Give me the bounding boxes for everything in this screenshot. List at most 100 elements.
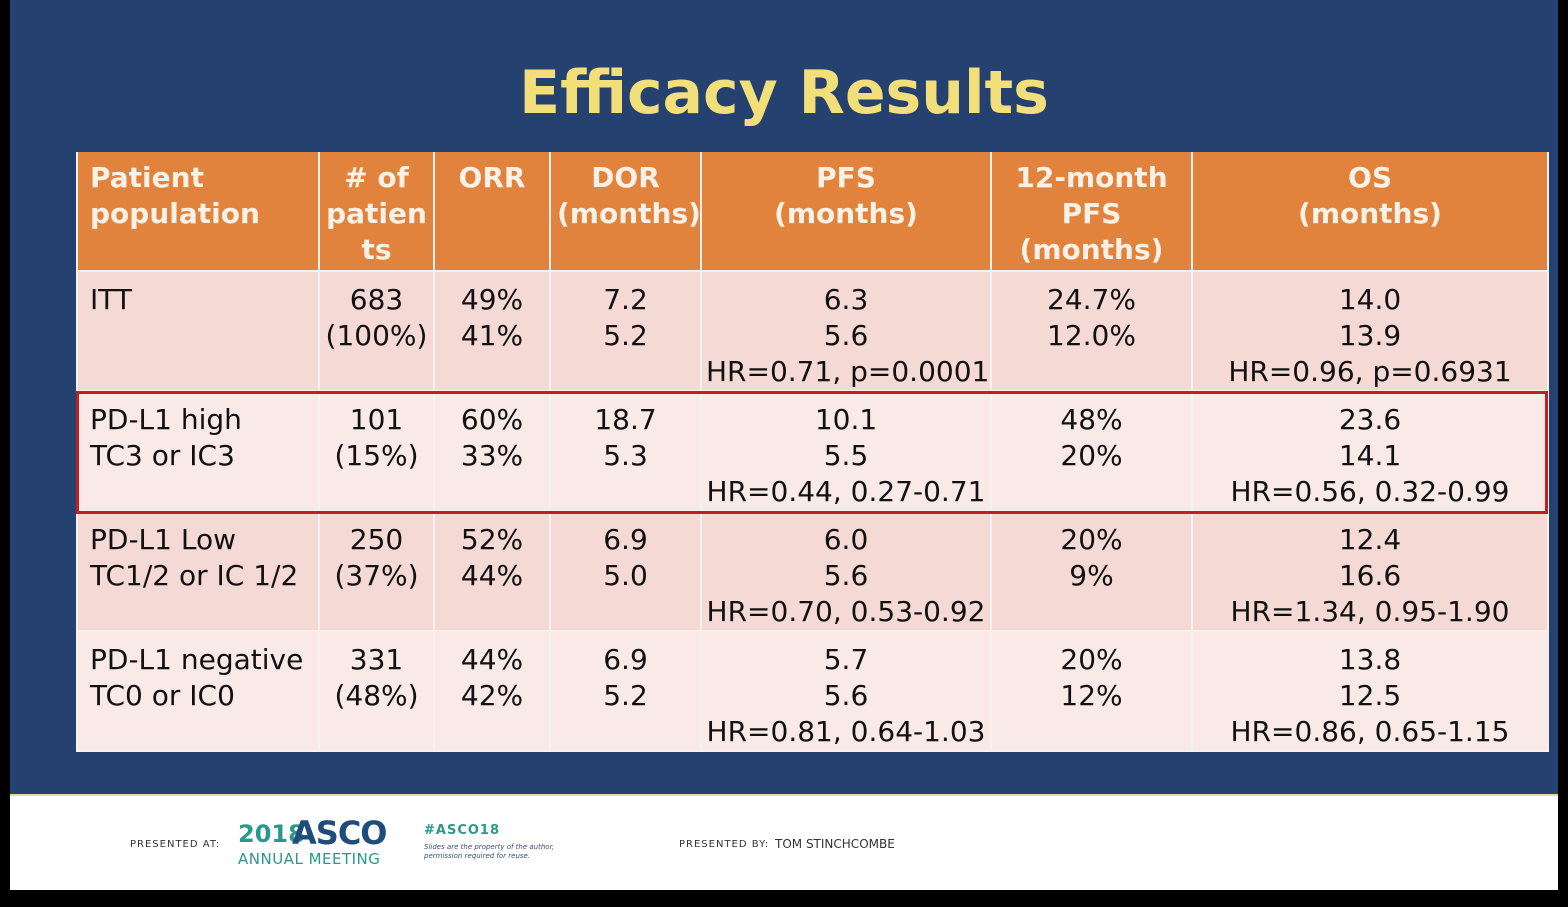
column-header-line: # of [344,161,409,194]
cell-line: TC0 or IC0 [90,679,235,712]
cell-line: 6.9 [603,643,648,676]
table-cell-os: 13.8 12.5 HR=0.86, 0.65-1.15 [1191,630,1549,752]
cell-line: 13.8 [1338,643,1402,676]
column-header-line: (months) [774,197,918,230]
table-cell-dor: 6.9 5.2 [549,630,702,752]
table-cell-patients: 683 (100%) [318,270,435,392]
cell-line: 48% [1060,403,1123,436]
cell-line: HR=0.56, 0.32-0.99 [1230,475,1510,508]
right-edge [1558,0,1568,907]
cell-line: 24.7% [1047,283,1136,316]
table-cell-os: 12.4 16.6 HR=1.34, 0.95-1.90 [1191,510,1549,632]
cell-line: HR=0.71, p=0.0001 [706,355,990,388]
column-header: ORR [433,152,551,272]
cell-line: HR=0.81, 0.64-1.03 [706,715,986,748]
cell-line: 44% [460,643,524,676]
table-cell-dor: 7.2 5.2 [549,270,702,392]
cell-line: 18.7 [594,403,657,436]
cell-line: PD-L1 negative [90,643,304,676]
table-cell-orr: 44% 42% [433,630,551,752]
column-header: 12-month PFS (months) [990,152,1193,272]
cell-line: 23.6 [1338,403,1402,436]
cell-line: 49% [460,283,524,316]
table-cell-dor: 6.9 5.0 [549,510,702,632]
table-cell-pfs12: 20% 12% [990,630,1193,752]
footer-divider [10,794,1558,797]
asco-logo-meeting: ANNUAL MEETING [238,850,381,868]
cell-line: 20% [1060,523,1123,556]
cell-line: 20% [1060,643,1123,676]
presented-at-label: PRESENTED AT: [130,839,221,850]
cell-line: 12% [1060,679,1123,712]
cell-line: TC3 or IC3 [90,439,235,472]
column-header-line: 12-month [1015,161,1168,194]
cell-line: 5.6 [823,319,869,352]
cell-line: 5.6 [823,679,869,712]
column-header-line: ORR [458,161,526,194]
table-cell-pfs12: 20% 9% [990,510,1193,632]
table-row: PD-L1 Low TC1/2 or IC 1/2 250 (37%) 52% 44% 6.… [76,510,1549,632]
table-cell-pfs: 6.0 5.6 HR=0.70, 0.53-0.92 [700,510,992,632]
table-cell-orr: 60% 33% [433,390,551,512]
cell-line: 6.0 [823,523,869,556]
disclaimer-text: Slides are the property of the author, p… [424,843,555,860]
column-header-line: patien [326,197,427,230]
cell-line: 13.9 [1338,319,1402,352]
table-cell-os: 23.6 14.1 HR=0.56, 0.32-0.99 [1191,390,1549,512]
cell-line: 44% [460,559,524,592]
cell-line: 41% [460,319,524,352]
cell-line: ITT [90,283,132,316]
asco-logo-name: ASCO [292,814,387,852]
table-cell-pfs: 10.1 5.5 HR=0.44, 0.27-0.71 [700,390,992,512]
table-row: ITT 683 (100%) 49% 41% 7.2 5.2 6.3 5.6 HR=0.71, p… [76,270,1549,392]
table-body: ITT 683 (100%) 49% 41% 7.2 5.2 6.3 5.6 HR=0.71, p… [76,270,1549,752]
cell-line: 9% [1069,559,1114,592]
cell-line: 52% [460,523,524,556]
cell-line: 331 [349,643,404,676]
table-header-row: Patient population # of patien ts ORR DOR (mont… [76,152,1549,272]
cell-line: 42% [460,679,524,712]
column-header-line: PFS [816,161,876,194]
table-cell-os: 14.0 13.9 HR=0.96, p=0.6931 [1191,270,1549,392]
cell-line: 5.0 [603,559,648,592]
cell-line: 16.6 [1338,559,1402,592]
cell-line: 5.6 [823,559,869,592]
table-row: PD-L1 negative TC0 or IC0 331 (48%) 44% 42% 6.… [76,630,1549,752]
cell-line: 12.5 [1338,679,1402,712]
slide-title: Efficacy Results [519,58,1049,128]
cell-line: 6.9 [603,523,648,556]
table-row: PD-L1 high TC3 or IC3 101 (15%) 60% 33% 18.7 5.… [76,390,1549,512]
table-cell-dor: 18.7 5.3 [549,390,702,512]
column-header-line: ts [361,233,392,266]
cell-line: PD-L1 Low [90,523,237,556]
table-cell-pfs12: 48% 20% [990,390,1193,512]
slide-footer: PRESENTED AT: 2018 ASCO ANNUAL MEETING #… [10,796,1558,890]
table-cell-population: PD-L1 Low TC1/2 or IC 1/2 [76,510,320,632]
table-cell-population: PD-L1 high TC3 or IC3 [76,390,320,512]
table-cell-orr: 52% 44% [433,510,551,632]
table-cell-pfs: 6.3 5.6 HR=0.71, p=0.0001 [700,270,992,392]
cell-line: 14.0 [1338,283,1402,316]
hashtag: #ASCO18 [424,823,500,838]
asco-logo-year: 2018 [238,820,305,848]
cell-line: (15%) [334,439,419,472]
cell-line: 6.3 [823,283,869,316]
column-header-line: (months) [557,197,701,230]
cell-line: 5.5 [823,439,869,472]
cell-line: (100%) [325,319,428,352]
cell-line: 33% [460,439,524,472]
column-header-line: (months) [1298,197,1442,230]
column-header: PFS (months) [700,152,992,272]
presented-by-label: PRESENTED BY: [679,839,770,850]
cell-line: HR=0.44, 0.27-0.71 [706,475,986,508]
cell-line: HR=0.70, 0.53-0.92 [706,595,986,628]
column-header: DOR (months) [549,152,702,272]
table-cell-pfs: 5.7 5.6 HR=0.81, 0.64-1.03 [700,630,992,752]
column-header-line: PFS [1061,197,1122,230]
cell-line: 12.0% [1047,319,1136,352]
column-header: OS (months) [1191,152,1549,272]
table-cell-patients: 331 (48%) [318,630,435,752]
cell-line: 60% [460,403,524,436]
cell-line: 5.2 [603,679,648,712]
cell-line: HR=0.86, 0.65-1.15 [1230,715,1510,748]
